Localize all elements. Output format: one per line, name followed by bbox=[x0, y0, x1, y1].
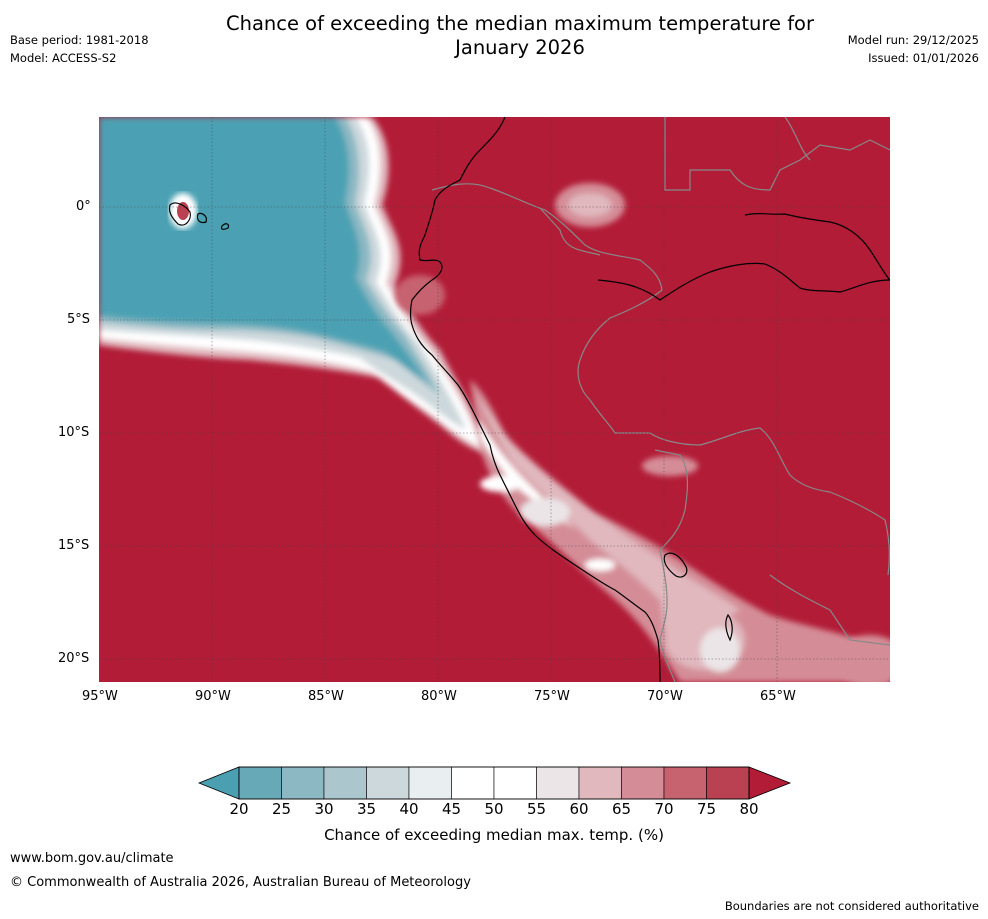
lon-label: 80°W bbox=[421, 689, 457, 704]
colorbar-tick-label: 40 bbox=[399, 800, 419, 818]
colorbar-tick-label: 45 bbox=[441, 800, 462, 818]
lon-label: 75°W bbox=[534, 689, 570, 704]
colorbar-tick-label: 25 bbox=[271, 800, 292, 818]
lat-label: 5°S bbox=[67, 312, 91, 327]
lon-label: 90°W bbox=[195, 689, 231, 704]
colorbar-cell bbox=[408, 766, 452, 800]
colorbar-tick-label: 75 bbox=[696, 800, 717, 818]
colorbar-tick-label: 20 bbox=[229, 800, 249, 818]
colorbar-extend-high bbox=[748, 766, 792, 800]
lat-label: 20°S bbox=[58, 651, 90, 666]
colorbar-tick-label: 30 bbox=[314, 800, 334, 818]
lat-label: 0° bbox=[76, 199, 91, 214]
copyright-text: © Commonwealth of Australia 2026, Austra… bbox=[10, 875, 471, 890]
colorbar-extend-low bbox=[197, 766, 240, 800]
colorbar-cell bbox=[366, 766, 410, 800]
colorbar-label: Chance of exceeding median max. temp. (%… bbox=[324, 826, 664, 844]
country-boundaries bbox=[431, 117, 890, 682]
colorbar-tick-label: 55 bbox=[526, 800, 547, 818]
colorbar-cell bbox=[706, 766, 750, 800]
colorbar-tick-label: 70 bbox=[654, 800, 674, 818]
colorbar-cell bbox=[323, 766, 367, 800]
outlook-map bbox=[99, 117, 890, 682]
colorbar-cell bbox=[578, 766, 622, 800]
below-median-region bbox=[99, 117, 490, 455]
colorbar-ticks: 20 25 30 35 40 45 50 55 60 65 70 75 80 bbox=[0, 800, 988, 822]
colorbar-cell bbox=[663, 766, 707, 800]
graticule bbox=[99, 117, 890, 682]
website-link[interactable]: www.bom.gov.au/climate bbox=[10, 851, 174, 866]
colorbar-cell bbox=[621, 766, 665, 800]
page-title: Chance of exceeding the median maximum t… bbox=[0, 12, 988, 60]
colorbar-cell bbox=[281, 766, 325, 800]
issued-text: Issued: 01/01/2026 bbox=[868, 51, 979, 65]
coastline bbox=[168, 117, 890, 682]
colorbar-cell bbox=[238, 766, 282, 800]
title-line-1: Chance of exceeding the median maximum t… bbox=[225, 12, 815, 35]
base-period-text: Base period: 1981-2018 bbox=[10, 33, 149, 47]
colorbar-tick-label: 35 bbox=[356, 800, 377, 818]
colorbar-tick-label: 80 bbox=[739, 800, 759, 818]
lat-label: 15°S bbox=[58, 538, 90, 553]
colorbar-tick-label: 65 bbox=[611, 800, 632, 818]
colorbar-cell bbox=[493, 766, 537, 800]
lon-label: 70°W bbox=[647, 689, 683, 704]
colorbar-tick-label: 50 bbox=[484, 800, 504, 818]
colorbar-tick-label: 60 bbox=[569, 800, 589, 818]
model-text: Model: ACCESS-S2 bbox=[10, 51, 117, 65]
title-line-2: January 2026 bbox=[455, 36, 585, 59]
lon-label: 65°W bbox=[760, 689, 796, 704]
colorbar bbox=[197, 766, 792, 800]
disclaimer-text: Boundaries are not considered authoritat… bbox=[724, 899, 979, 913]
lon-label: 85°W bbox=[308, 689, 344, 704]
colorbar-cell bbox=[451, 766, 495, 800]
lat-label: 10°S bbox=[58, 425, 90, 440]
colorbar-cell bbox=[536, 766, 580, 800]
model-run-text: Model run: 29/12/2025 bbox=[847, 33, 979, 47]
lon-label: 95°W bbox=[82, 689, 118, 704]
